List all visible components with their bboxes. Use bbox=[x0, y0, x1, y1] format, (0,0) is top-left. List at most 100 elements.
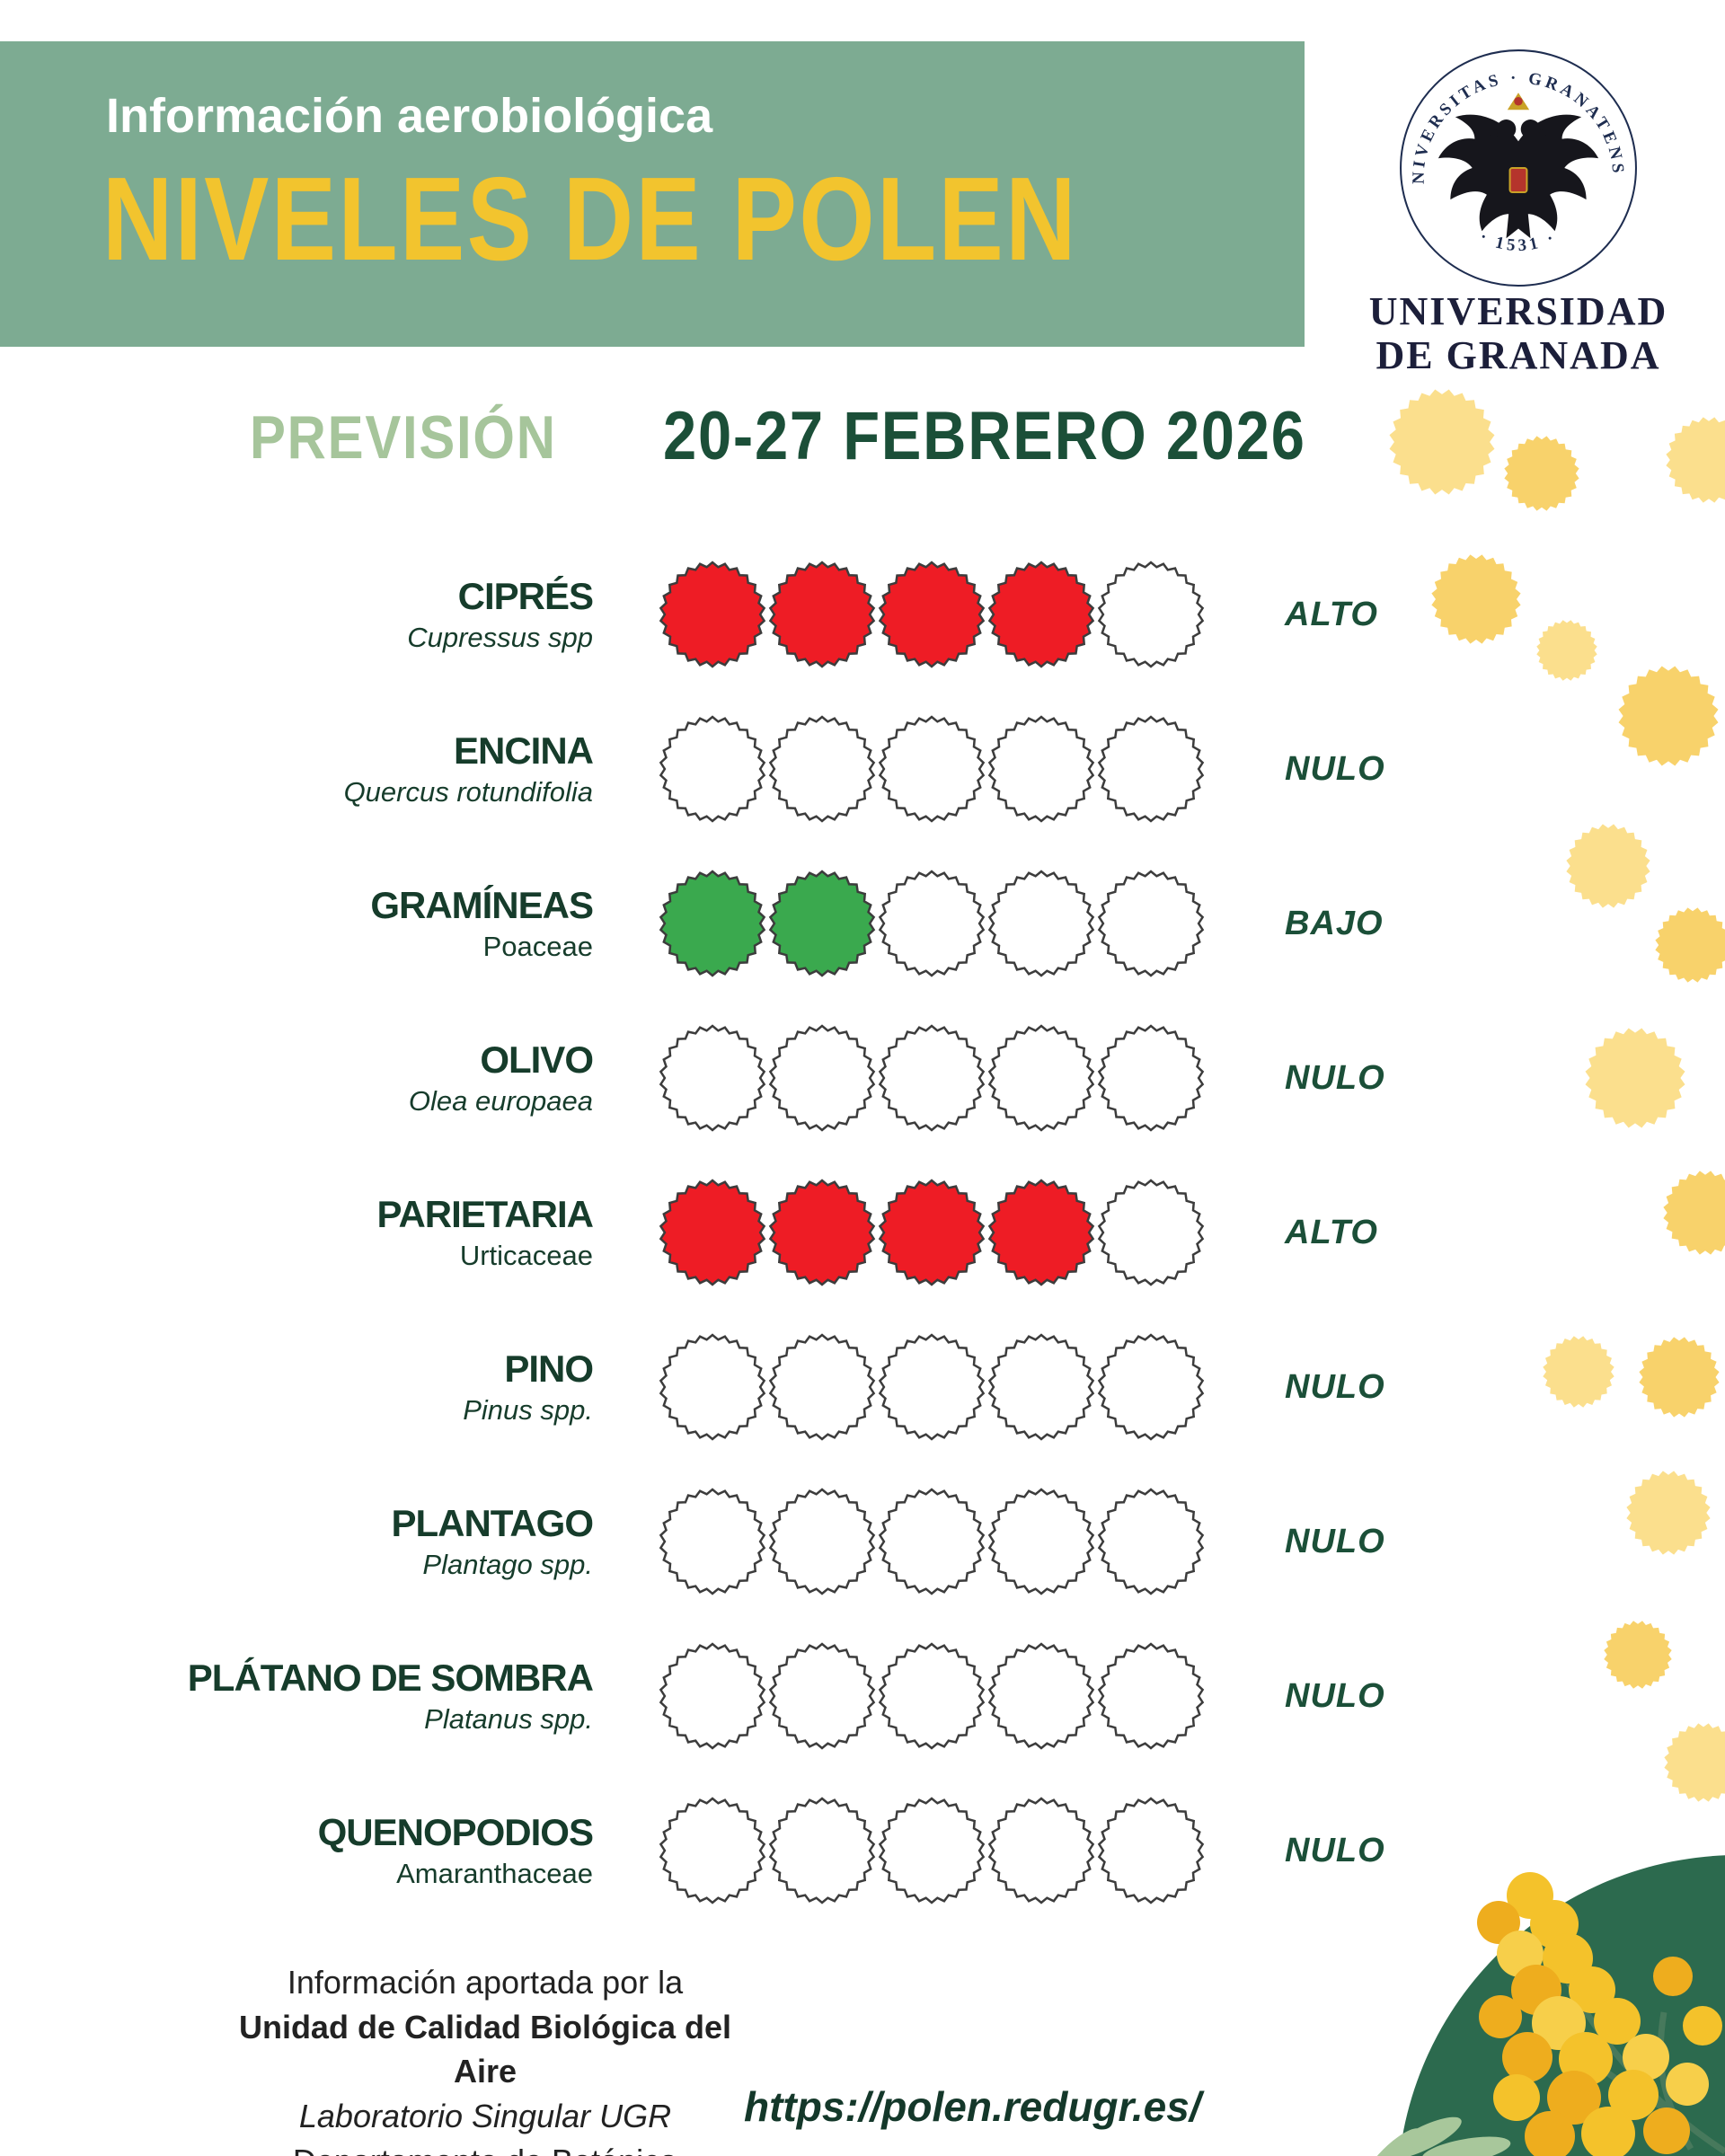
mimosa-flower-icon bbox=[1530, 1900, 1579, 1948]
pollen-row-label: OLIVO Olea europaea bbox=[0, 1038, 594, 1118]
pollen-grain-empty bbox=[878, 1797, 986, 1904]
pollen-decoration-icon bbox=[1504, 436, 1579, 511]
pollen-level-label: ALTO bbox=[1285, 1213, 1378, 1251]
pollen-grain-empty bbox=[987, 1797, 1095, 1904]
pollen-row: GRAMÍNEAS Poaceae BAJO bbox=[0, 846, 1455, 1001]
credits-line: Unidad de Calidad Biológica del Aire bbox=[238, 2008, 732, 2090]
pollen-name: ENCINA bbox=[453, 729, 594, 773]
pollen-level-label: NULO bbox=[1285, 1058, 1385, 1097]
pollen-row-label: CIPRÉS Cupressus spp bbox=[0, 575, 594, 654]
pollen-decoration-icon bbox=[1655, 907, 1725, 983]
pollen-row-label: QUENOPODIOS Amaranthaceae bbox=[0, 1811, 594, 1890]
pollen-name: PLÁTANO DE SOMBRA bbox=[187, 1657, 594, 1700]
credits-line: Departamento de Botánica bbox=[225, 2139, 746, 2156]
pollen-level-indicator bbox=[656, 1328, 1208, 1446]
university-logo: UNIVERSITAS · GRANATENSIS · 1531 · UNIVE… bbox=[1348, 47, 1689, 378]
pollen-name: OLIVO bbox=[480, 1038, 594, 1082]
pollen-level-indicator bbox=[656, 864, 1208, 983]
pollen-grain-filled bbox=[768, 561, 876, 668]
mimosa-flower-icon bbox=[1543, 1933, 1593, 1984]
pollen-latin-name: Amaranthaceae bbox=[396, 1858, 593, 1890]
mimosa-flower-icon bbox=[1581, 2107, 1635, 2156]
pollen-decoration-icon bbox=[1664, 1723, 1725, 1802]
pollen-level-indicator bbox=[656, 1019, 1208, 1137]
pollen-decoration-icon bbox=[1663, 1171, 1725, 1255]
mimosa-flower-icon bbox=[1666, 2063, 1709, 2106]
pollen-level-label: NULO bbox=[1285, 749, 1385, 788]
pollen-grain-empty bbox=[878, 1024, 986, 1132]
pollen-decoration-icon bbox=[1604, 1621, 1672, 1689]
pollen-latin-name: Plantago spp. bbox=[422, 1549, 593, 1581]
mimosa-flower-icon bbox=[1559, 2032, 1613, 2086]
pollen-row: QUENOPODIOS Amaranthaceae NULO bbox=[0, 1773, 1455, 1928]
pollen-row: OLIVO Olea europaea NULO bbox=[0, 1001, 1455, 1155]
pollen-grain-empty bbox=[1097, 1024, 1205, 1132]
pollen-name: PARIETARIA bbox=[376, 1193, 594, 1236]
pollen-decoration-icon bbox=[1536, 620, 1597, 681]
pollen-grain-empty bbox=[1097, 715, 1205, 823]
pollen-decoration-icon bbox=[1626, 1471, 1711, 1555]
pollen-grain-filled bbox=[768, 1179, 876, 1286]
pollen-level-label: NULO bbox=[1285, 1367, 1385, 1406]
pollen-grain-filled bbox=[878, 1179, 986, 1286]
mimosa-flowers bbox=[1477, 1872, 1722, 2156]
credits-line: Laboratorio Singular UGR bbox=[298, 2098, 672, 2135]
pollen-grain-empty bbox=[768, 1642, 876, 1750]
pollen-row-label: PINO Pinus spp. bbox=[0, 1348, 594, 1427]
pollen-grain-empty bbox=[878, 870, 986, 977]
pollen-grain-filled bbox=[987, 1179, 1095, 1286]
pollen-latin-name: Pinus spp. bbox=[463, 1394, 593, 1427]
pollen-grain-filled bbox=[659, 1179, 766, 1286]
pollen-latin-name: Olea europaea bbox=[408, 1085, 593, 1118]
mimosa-flower-icon bbox=[1511, 1965, 1561, 2015]
pollen-level-label: BAJO bbox=[1285, 904, 1384, 942]
mimosa-flower-icon bbox=[1477, 1901, 1520, 1944]
university-name-line1: UNIVERSIDAD bbox=[1368, 289, 1668, 333]
pollen-decoration-icon bbox=[1566, 824, 1650, 908]
pollen-latin-name: Cupressus spp bbox=[407, 622, 593, 654]
mimosa-flower-icon bbox=[1532, 1996, 1586, 2050]
pollen-row-label: ENCINA Quercus rotundifolia bbox=[0, 729, 594, 808]
pollen-row: PARIETARIA Urticaceae ALTO bbox=[0, 1155, 1455, 1310]
pollen-level-label: ALTO bbox=[1285, 595, 1378, 633]
mimosa-flower-icon bbox=[1547, 2071, 1601, 2125]
mimosa-flower-icon bbox=[1525, 2111, 1575, 2156]
mimosa-flower-icon bbox=[1653, 1957, 1693, 1996]
mimosa-flower-icon bbox=[1493, 2074, 1540, 2121]
pollen-row-label: PLÁTANO DE SOMBRA Platanus spp. bbox=[0, 1657, 594, 1736]
mimosa-flower-icon bbox=[1507, 1872, 1553, 1919]
mimosa-flower-icon bbox=[1594, 1998, 1641, 2045]
credits-line: Información aportada por la bbox=[287, 1964, 684, 2001]
mimosa-flower-icon bbox=[1623, 2034, 1669, 2081]
pollen-grain-empty bbox=[1097, 1642, 1205, 1750]
header-band: Información aerobiológica NIVELES DE POL… bbox=[0, 41, 1305, 347]
pollen-level-indicator bbox=[656, 555, 1208, 674]
pollen-row: ENCINA Quercus rotundifolia NULO bbox=[0, 692, 1455, 846]
leaf-decoration bbox=[1367, 2116, 1511, 2156]
pollen-latin-name: Platanus spp. bbox=[424, 1703, 593, 1736]
pollen-grain-empty bbox=[1097, 1797, 1205, 1904]
pollen-name: PINO bbox=[504, 1348, 594, 1391]
university-name-line2: DE GRANADA bbox=[1376, 333, 1661, 378]
pollen-decoration-icon bbox=[1543, 1336, 1614, 1408]
website-url: https://polen.redugr.es/ bbox=[744, 2083, 1201, 2130]
pollen-name: QUENOPODIOS bbox=[317, 1811, 594, 1854]
mimosa-flower-icon bbox=[1608, 2070, 1659, 2120]
pollen-grain-empty bbox=[987, 1642, 1095, 1750]
pollen-level-indicator bbox=[656, 1637, 1208, 1755]
pollen-decoration-icon bbox=[1618, 666, 1719, 766]
pollen-grain-filled bbox=[659, 561, 766, 668]
pollen-grain-empty bbox=[1097, 561, 1205, 668]
pollen-row: CIPRÉS Cupressus spp ALTO bbox=[0, 537, 1455, 692]
page-title: NIVELES DE POLEN bbox=[102, 153, 1078, 285]
pollen-grain-empty bbox=[768, 1488, 876, 1595]
pollen-grain-empty bbox=[659, 1333, 766, 1441]
pollen-row-label: GRAMÍNEAS Poaceae bbox=[0, 884, 594, 963]
pollen-grain-filled bbox=[987, 561, 1095, 668]
pollen-grain-empty bbox=[659, 1797, 766, 1904]
mimosa-stems bbox=[1528, 1898, 1725, 2154]
mimosa-flower-icon bbox=[1502, 2032, 1552, 2082]
pollen-row: PLANTAGO Plantago spp. NULO bbox=[0, 1464, 1455, 1619]
pollen-decoration-icon bbox=[1389, 389, 1495, 495]
